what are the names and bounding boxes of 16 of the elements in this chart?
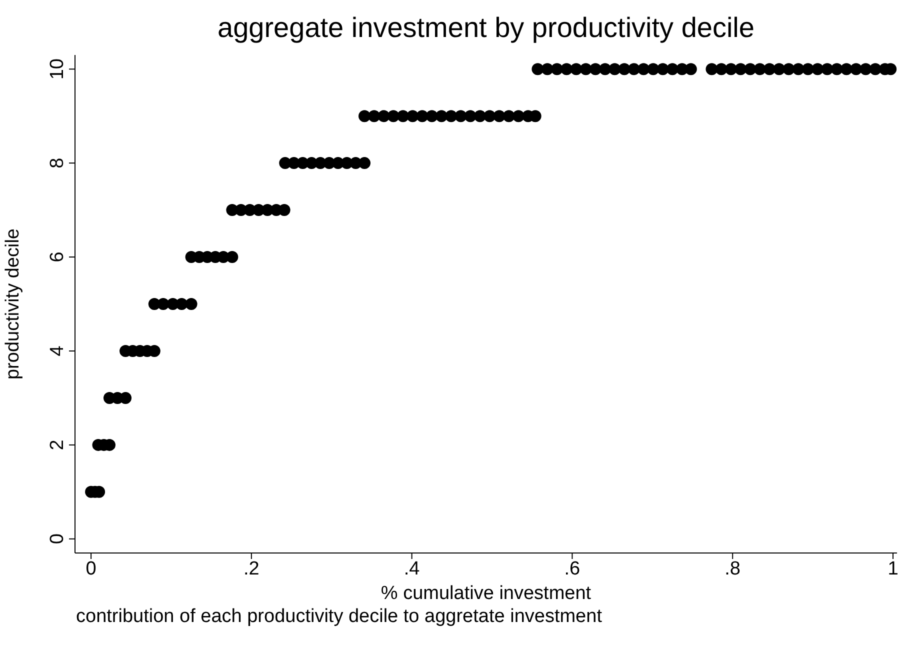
x-tick-label: .8 [724, 558, 741, 580]
y-tick-label: 2 [47, 440, 68, 450]
y-tick-label: 0 [47, 534, 68, 544]
x-tick-label: .2 [244, 558, 260, 580]
y-tick-label: 10 [47, 58, 68, 80]
x-axis-title: % cumulative investment [380, 583, 592, 604]
x-tick-label: 1 [888, 558, 898, 580]
x-tick-label: 0 [86, 558, 96, 580]
x-tick-label: .6 [564, 558, 580, 580]
y-tick-label: 4 [47, 345, 68, 356]
text: contribution of each productivity decile to aggretate investment [76, 606, 602, 628]
y-tick-label: 6 [47, 252, 68, 262]
chart-title: aggregate investment by productivity decile [216, 12, 756, 44]
x-tick-label: .4 [404, 558, 420, 580]
y-tick-label: 8 [47, 158, 68, 168]
y-axis-title: productivity decile [2, 228, 24, 380]
